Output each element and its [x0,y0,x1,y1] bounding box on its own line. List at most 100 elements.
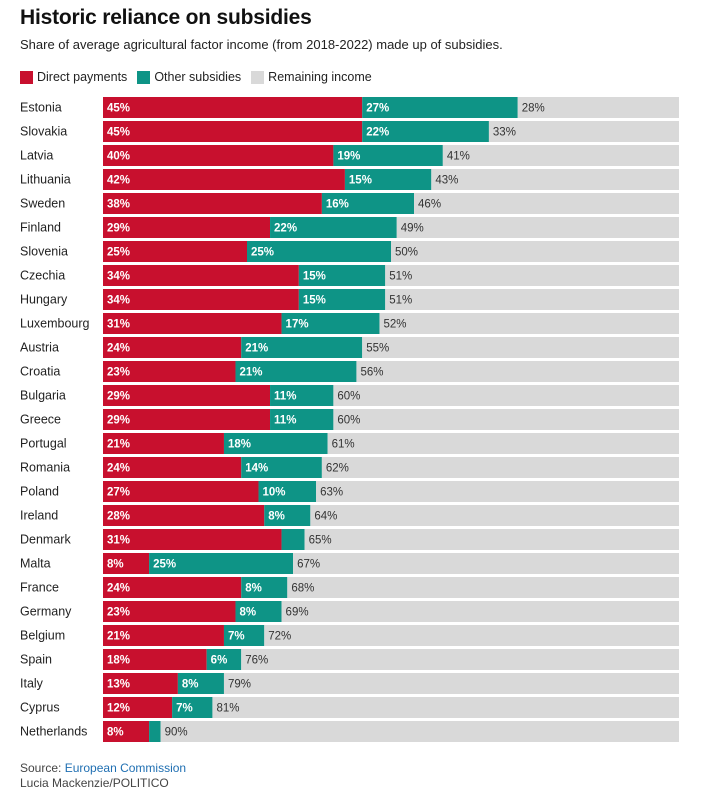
bar-direct-payments-sweden [103,193,322,214]
data-label-other-subsidies-slovenia: 25% [251,247,274,259]
bar-direct-payments-austria [103,337,242,358]
category-label-slovakia: Slovakia [20,125,67,139]
data-label-direct-payments-greece: 29% [107,415,130,427]
legend-item-direct-payments: Direct payments [20,70,127,84]
bar-direct-payments-slovakia [103,121,363,142]
bar-direct-payments-france [103,577,242,598]
category-label-lithuania: Lithuania [20,173,71,187]
category-label-cyprus: Cyprus [20,701,60,715]
bar-other-subsidies-hungary [298,289,386,310]
bar-other-subsidies-greece [270,409,334,430]
bar-direct-payments-hungary [103,289,299,310]
data-label-direct-payments-slovenia: 25% [107,247,130,259]
data-label-remaining-income-ireland: 64% [314,511,337,523]
legend-label-remaining-income: Remaining income [268,70,372,84]
legend-swatch-other-subsidies [137,70,151,84]
data-label-other-subsidies-czechia: 15% [303,271,326,283]
data-label-remaining-income-croatia: 56% [360,367,383,379]
bar-remaining-income-germany [281,601,679,622]
bar-other-subsidies-poland [258,481,317,502]
chart-subtitle: Share of average agricultural factor inc… [20,37,503,52]
bar-remaining-income-estonia [517,97,679,118]
data-label-remaining-income-austria: 55% [366,343,389,355]
bar-other-subsidies-sweden [321,193,415,214]
bar-remaining-income-croatia [356,361,679,382]
data-label-remaining-income-latvia: 41% [447,151,470,163]
data-label-remaining-income-italy: 79% [228,679,251,691]
bar-direct-payments-latvia [103,145,334,166]
data-label-remaining-income-denmark: 65% [309,535,332,547]
legend-label-direct-payments: Direct payments [37,70,128,84]
bar-remaining-income-cyprus [212,697,679,718]
category-label-germany: Germany [20,605,72,619]
bar-direct-payments-denmark [103,529,282,550]
bar-remaining-income-lithuania [431,169,679,190]
bar-remaining-income-france [287,577,679,598]
source-line: Source: European Commission [20,761,186,776]
bar-direct-payments-malta [103,553,150,574]
bar-other-subsidies-slovenia [247,241,391,262]
category-label-portugal: Portugal [20,437,67,451]
data-label-direct-payments-spain: 18% [107,655,130,667]
bar-direct-payments-romania [103,457,242,478]
source-prefix: Source: [20,761,65,775]
bar-direct-payments-czechia [103,265,299,286]
stacked-bar-chart: Estonia 45% 27% 28% Slovakia 45% 22% 33% Latvia 4… [20,97,680,742]
data-label-direct-payments-estonia: 45% [107,103,130,115]
category-label-belgium: Belgium [20,629,65,643]
bar-other-subsidies-portugal [223,433,328,454]
bar-direct-payments-greece [103,409,271,430]
category-label-latvia: Latvia [20,149,53,163]
category-label-estonia: Estonia [20,101,62,115]
data-label-remaining-income-czechia: 51% [389,271,412,283]
bar-other-subsidies-ireland [264,505,311,526]
source-link[interactable]: European Commission [64,761,187,775]
bar-remaining-income-netherlands [160,721,680,742]
bar-remaining-income-luxembourg [379,313,679,334]
category-label-finland: Finland [20,221,61,235]
legend-item-other-subsidies: Other subsidies [137,70,241,84]
category-label-sweden: Sweden [20,197,65,211]
data-label-direct-payments-romania: 24% [107,463,130,475]
bar-remaining-income-portugal [327,433,679,454]
bar-other-subsidies-lithuania [344,169,432,190]
data-label-direct-payments-germany: 23% [107,607,130,619]
category-label-hungary: Hungary [20,293,68,307]
data-label-remaining-income-portugal: 61% [332,439,355,451]
bar-direct-payments-germany [103,601,236,622]
legend-item-remaining-income: Remaining income [251,70,372,84]
data-label-remaining-income-estonia: 28% [522,103,545,115]
data-label-direct-payments-bulgaria: 29% [107,391,130,403]
bar-direct-payments-poland [103,481,259,502]
bar-remaining-income-denmark [304,529,679,550]
data-label-other-subsidies-germany: 8% [239,607,256,619]
data-label-direct-payments-france: 24% [107,583,130,595]
data-label-direct-payments-luxembourg: 31% [107,319,130,331]
bar-other-subsidies-luxembourg [281,313,380,334]
bar-other-subsidies-cyprus [172,697,213,718]
data-label-direct-payments-sweden: 38% [107,199,130,211]
category-label-slovenia: Slovenia [20,245,68,259]
data-label-remaining-income-bulgaria: 60% [337,391,360,403]
data-label-other-subsidies-greece: 11% [274,415,296,427]
bar-other-subsidies-germany [235,601,282,622]
bar-remaining-income-slovakia [488,121,679,142]
bar-remaining-income-finland [396,217,679,238]
data-label-remaining-income-malta: 67% [297,559,320,571]
bar-other-subsidies-france [241,577,288,598]
data-label-other-subsidies-lithuania: 15% [349,175,372,187]
bar-remaining-income-romania [321,457,679,478]
bar-other-subsidies-romania [241,457,322,478]
data-label-direct-payments-finland: 29% [107,223,130,235]
category-label-greece: Greece [20,413,61,427]
data-label-other-subsidies-croatia: 21% [239,367,262,379]
bar-other-subsidies-croatia [235,361,357,382]
legend-swatch-direct-payments [20,70,33,84]
data-label-direct-payments-cyprus: 12% [107,703,130,715]
category-label-ireland: Ireland [20,509,58,523]
bar-remaining-income-czechia [385,265,679,286]
data-label-other-subsidies-cyprus: 7% [176,703,193,715]
data-label-other-subsidies-luxembourg: 17% [286,319,309,331]
bar-remaining-income-spain [241,649,680,670]
data-label-remaining-income-cyprus: 81% [216,703,239,715]
